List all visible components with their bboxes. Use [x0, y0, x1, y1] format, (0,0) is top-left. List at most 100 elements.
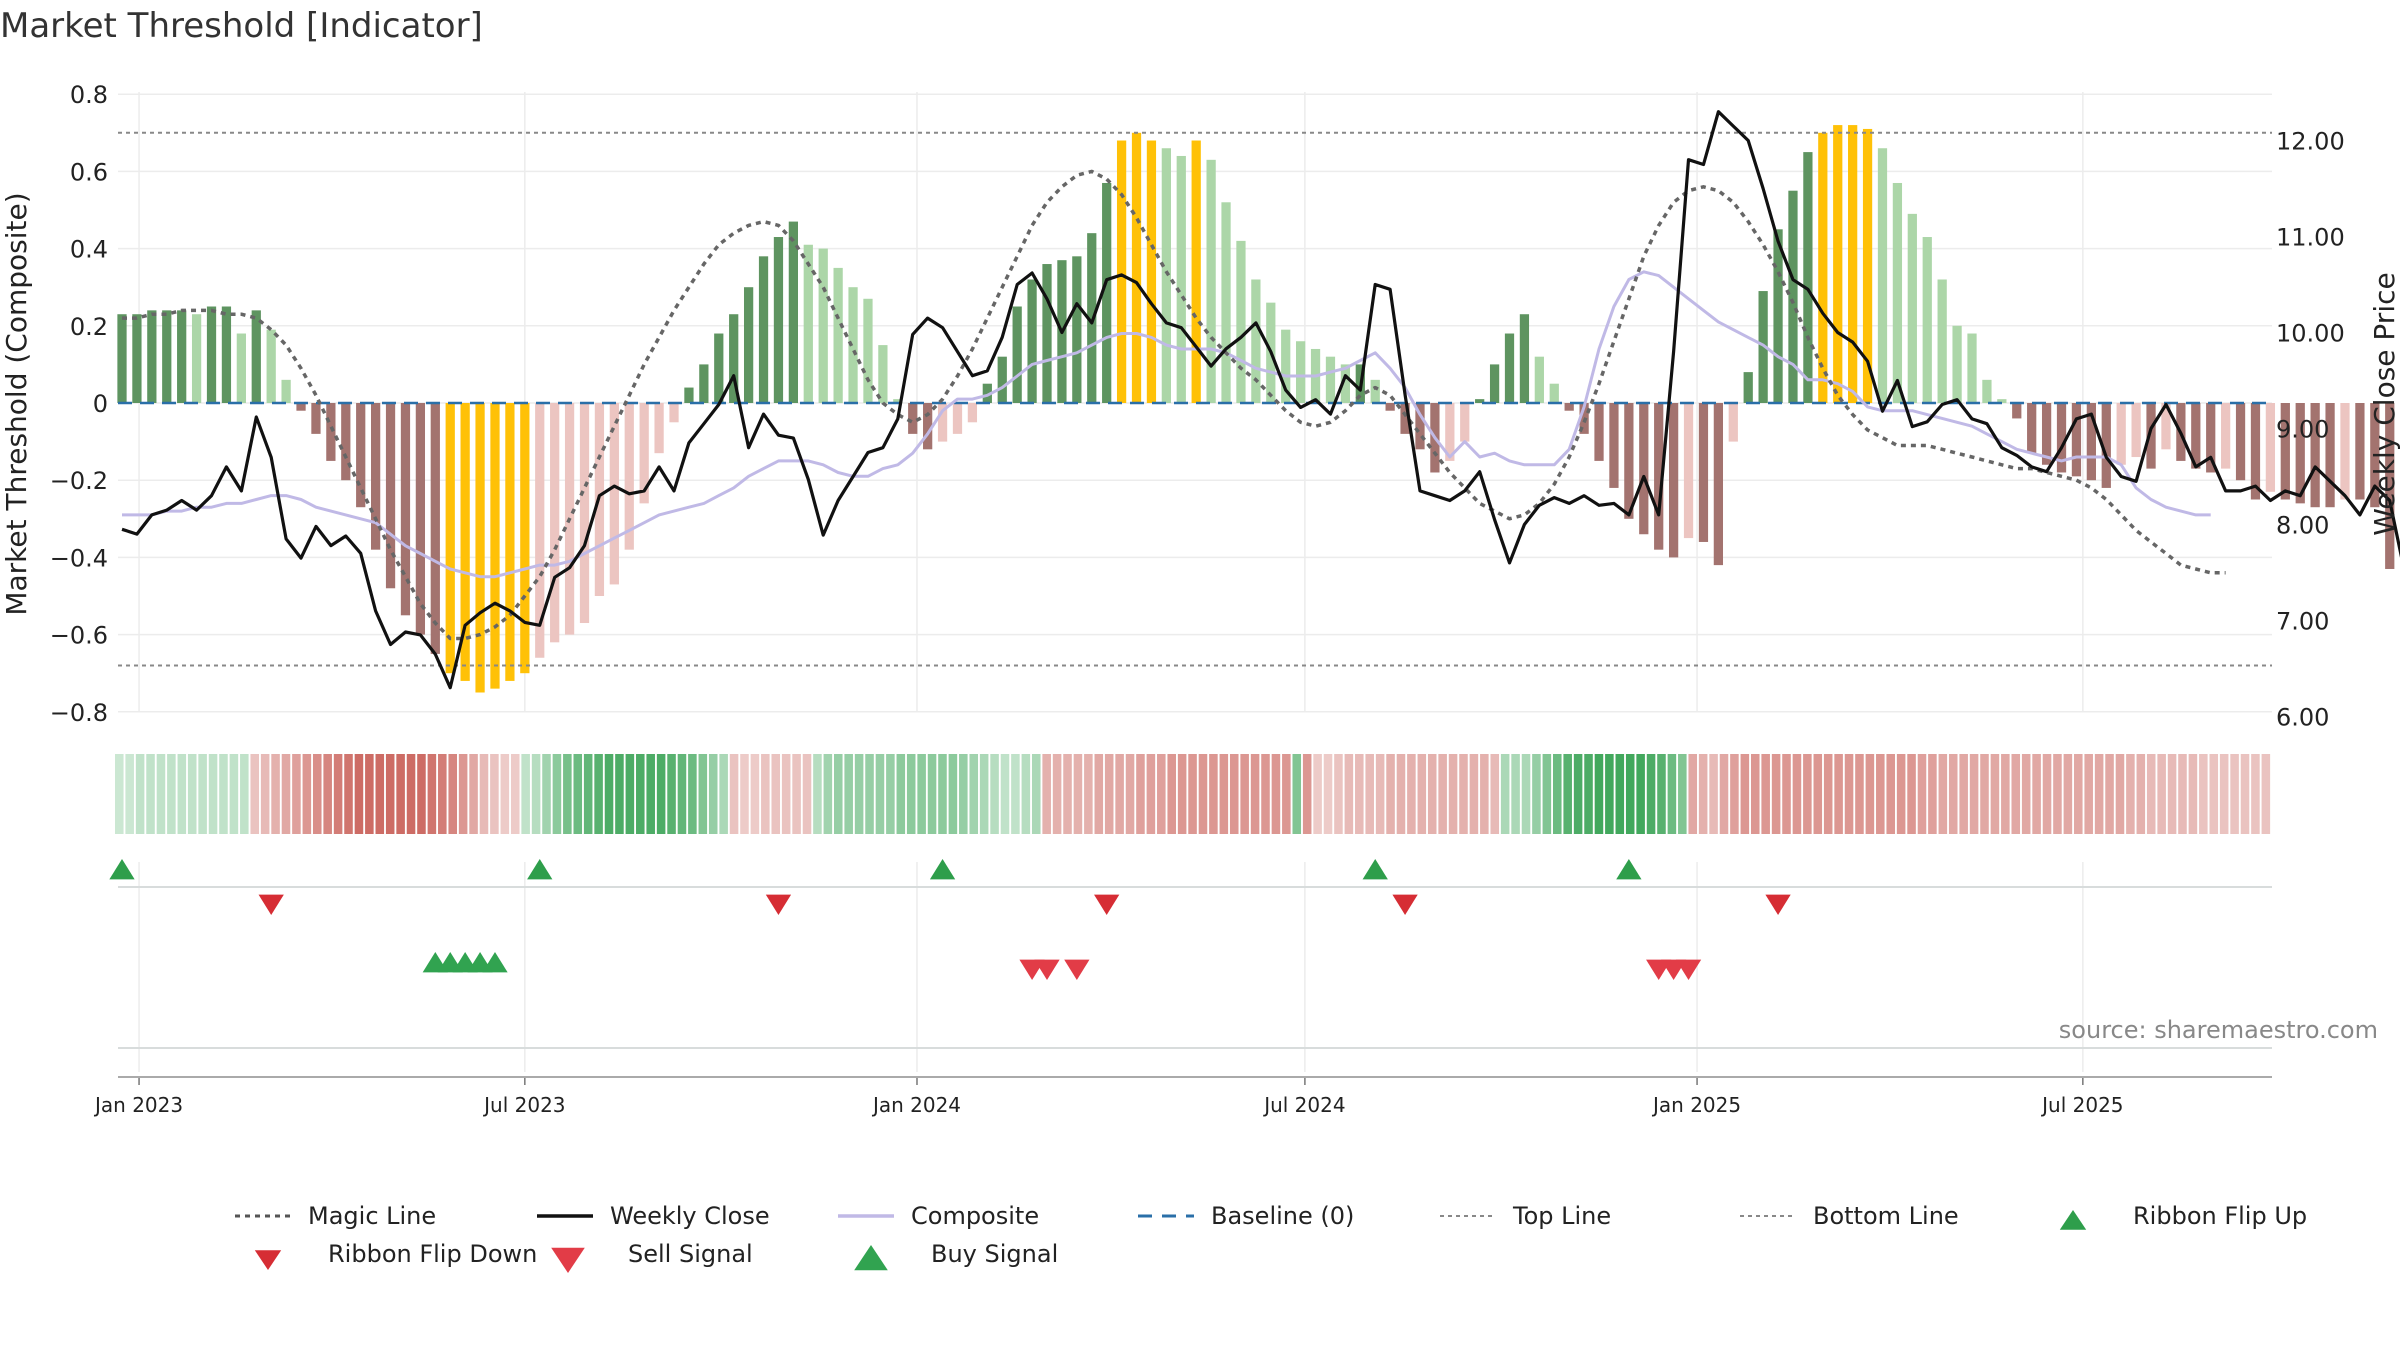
ribbon-cell [208, 754, 218, 834]
composite-bar [699, 364, 709, 403]
ribbon-cell [1157, 754, 1166, 834]
ribbon-cell [688, 754, 697, 834]
legend-label: Ribbon Flip Down [328, 1240, 537, 1268]
legend-label: Weekly Close [610, 1202, 770, 1230]
composite-bar [1922, 237, 1932, 403]
legend-item: Magic Line [235, 1202, 436, 1230]
legend-item: Weekly Close [537, 1202, 770, 1230]
ribbon-cell [1688, 754, 1698, 834]
composite-bar [908, 403, 918, 434]
ribbon-cell [750, 754, 760, 834]
composite-bar [639, 403, 649, 504]
composite-bar [788, 221, 798, 403]
composite-bar [818, 248, 828, 403]
ribbon-flip-up-marker [929, 859, 956, 880]
ribbon-cell [854, 754, 864, 834]
ribbon-cell [333, 754, 343, 834]
ribbon-cell [1636, 754, 1645, 834]
ribbon-cell [1594, 754, 1604, 834]
ribbon-cell [1917, 754, 1927, 834]
triangle-down-icon [551, 1247, 585, 1273]
ribbon-cell [615, 754, 624, 834]
sell-signal-marker [1064, 959, 1090, 980]
ribbon-cell [646, 754, 655, 834]
ribbon-cell [2126, 754, 2135, 834]
composite-bar [1325, 356, 1336, 403]
composite-bar [669, 403, 679, 423]
ribbon-cell [1803, 754, 1812, 834]
y-tick-left: 0.8 [70, 81, 108, 109]
composite-bar [1027, 279, 1037, 403]
composite-bar [1833, 125, 1843, 403]
composite-bar [1713, 403, 1724, 566]
legend-label: Sell Signal [628, 1240, 753, 1268]
ribbon-cell [1938, 754, 1948, 834]
composite-bar [550, 403, 560, 643]
composite-bar [311, 403, 321, 434]
triangle-up-icon [2059, 1210, 2087, 1230]
ribbon-cell [719, 754, 728, 834]
x-tick-label: Jul 2024 [1262, 1093, 1345, 1117]
buy-signal-marker [482, 952, 508, 973]
composite-bar [1594, 403, 1604, 461]
composite-bar [1907, 213, 1917, 403]
composite-bar [893, 399, 903, 403]
ribbon-cell [1344, 754, 1354, 834]
composite-bar [1489, 364, 1500, 403]
y-axis-label-left: Market Threshold (Composite) [0, 192, 33, 615]
composite-bar [1743, 372, 1753, 403]
composite-bar [177, 310, 187, 403]
composite-bar [1146, 140, 1157, 403]
composite-bar [1460, 403, 1470, 442]
composite-bar [1609, 403, 1619, 488]
composite-bar [1668, 403, 1679, 558]
ribbon-cell [1084, 754, 1093, 834]
y-tick-right: 7.00 [2276, 608, 2329, 636]
composite-bar [1654, 403, 1664, 550]
triangle-down-icon [254, 1250, 282, 1270]
composite-bar [1698, 403, 1709, 542]
legend-label: Baseline (0) [1211, 1202, 1354, 1230]
ribbon-cell [979, 754, 989, 834]
composite-bar [1236, 240, 1246, 403]
ribbon-cell [1615, 754, 1625, 834]
level-lines [118, 131, 2272, 667]
composite-bar [2265, 403, 2276, 492]
ribbon-cell [240, 754, 249, 834]
composite-bar [684, 387, 694, 403]
composite-bar [579, 403, 590, 624]
composite-bar [1519, 314, 1530, 403]
composite-bar [281, 379, 291, 403]
ribbon-cell [896, 754, 906, 834]
ribbon-cell [1104, 754, 1114, 834]
ribbon-cell [604, 754, 614, 834]
ribbon-cell [2105, 754, 2114, 834]
ribbon-cell [365, 754, 374, 834]
ribbon-cell [469, 754, 478, 834]
source-credit: source: sharemaestro.com [2059, 1016, 2378, 1044]
composite-bar [1385, 403, 1395, 411]
ribbon-cell [146, 754, 155, 834]
ribbon-cell [1542, 754, 1552, 834]
composite-bar [2235, 403, 2246, 481]
ribbon-cell [479, 754, 489, 834]
ribbon-cell [594, 754, 603, 834]
composite-bar [2370, 403, 2380, 508]
composite-bar [535, 403, 545, 658]
ribbon-cell [1813, 754, 1823, 834]
composite-bar [1683, 403, 1694, 539]
composite-bar [1803, 152, 1813, 403]
composite-bar [1191, 140, 1201, 403]
ribbon-cell [323, 754, 332, 834]
composite-bar [1251, 279, 1261, 403]
composite-bar [385, 403, 396, 589]
ribbon-cell [1167, 754, 1176, 834]
composite-bar [1012, 306, 1022, 403]
composite-bar [1982, 379, 1992, 403]
composite-bar [2280, 403, 2290, 500]
ribbon-cell [292, 754, 301, 834]
ribbon-cell [1511, 754, 1520, 834]
x-axis: Jan 2023 Jul 2023 Jan 2024 Jul 2024 Jan 2025… [93, 1076, 2272, 1117]
composite-bar [2161, 403, 2171, 450]
